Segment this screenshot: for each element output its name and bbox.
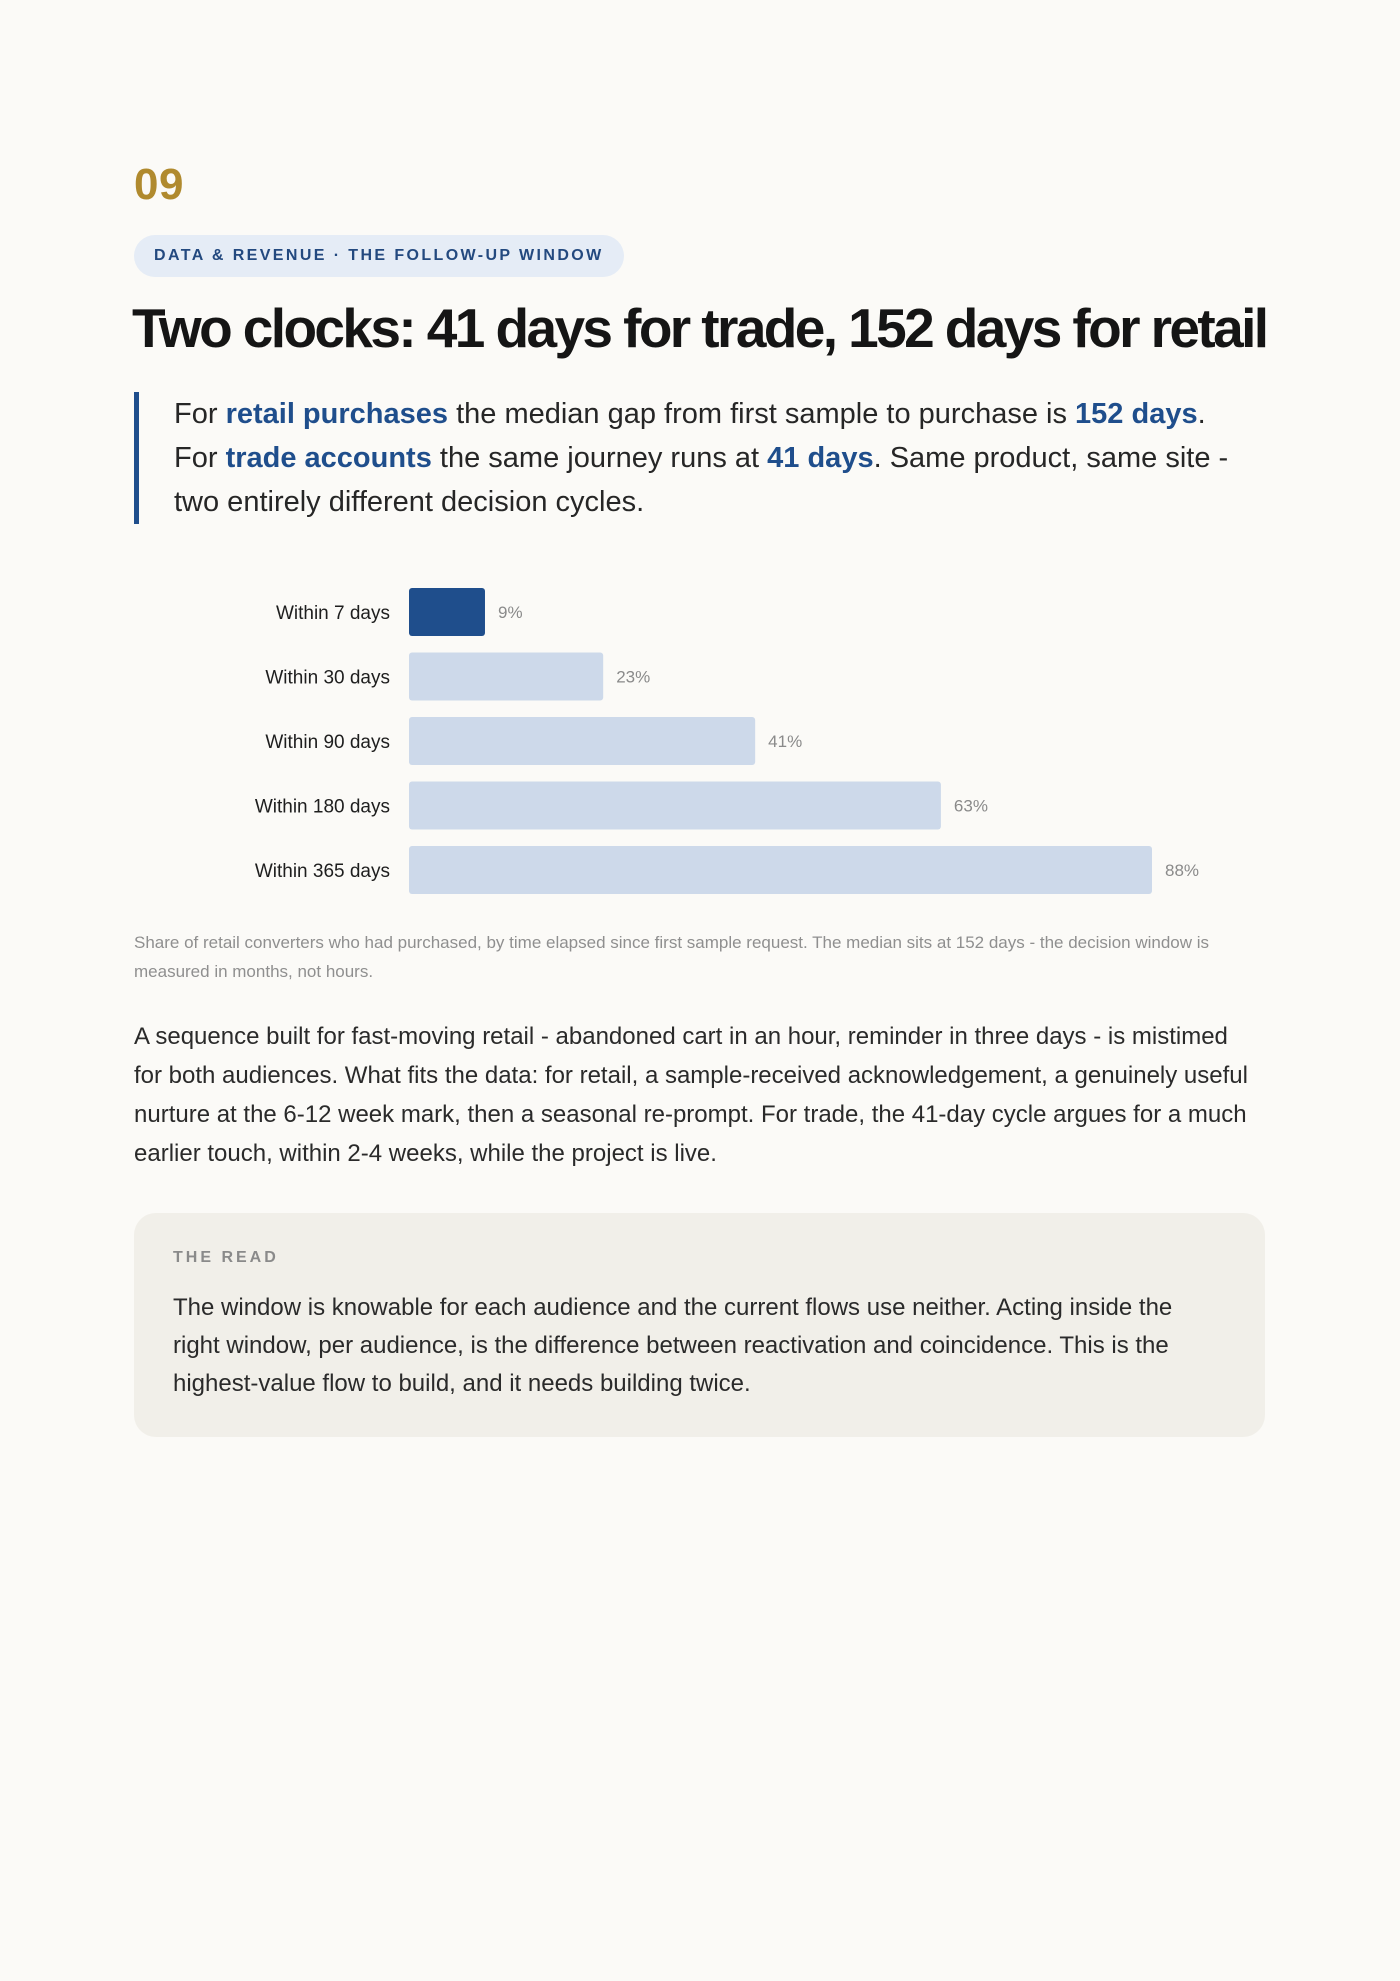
the-read-text: The window is knowable for each audience… — [173, 1294, 1173, 1397]
bar-within-365-days — [409, 846, 1152, 894]
chart-caption: Share of retail converters who had purch… — [134, 933, 1210, 981]
bar-label-within-30-days: Within 30 days — [265, 668, 390, 689]
bar-value-within-90-days: 41% — [768, 732, 802, 751]
pull-quote-segment: For — [174, 398, 226, 430]
pull-quote-segment: the same journey runs at — [431, 442, 768, 474]
bar-label-within-90-days: Within 90 days — [265, 732, 390, 753]
bar-value-within-365-days: 88% — [1165, 861, 1199, 880]
page-title: Two clocks: 41 days for trade, 152 days … — [132, 297, 1269, 359]
eyebrow-badge: DATA & REVENUE · THE FOLLOW-UP WINDOW — [134, 235, 624, 277]
the-read-label: THE READ — [173, 1249, 279, 1266]
pull-quote-highlight-retail: retail purchases — [225, 398, 449, 430]
pull-quote-highlight-trade: trade accounts — [225, 442, 432, 474]
bar-value-within-30-days: 23% — [616, 668, 650, 687]
pull-quote-text: For retail purchases the median gap from… — [174, 392, 1254, 524]
bar-chart-svg: Within 7 days 9% Within 30 days 23% Within 9… — [255, 588, 1199, 894]
pull-quote: For retail purchases the median gap from… — [134, 392, 1254, 524]
the-read-callout: THE READ The window is knowable for each… — [134, 1213, 1265, 1437]
section-number: 09 — [134, 160, 184, 209]
bar-label-within-7-days: Within 7 days — [276, 603, 390, 624]
pull-quote-segment: . Same product, same site - two entirely… — [174, 442, 1229, 518]
body-paragraph: A sequence built for fast-moving retail … — [134, 1023, 1248, 1167]
bar-within-90-days — [409, 717, 756, 765]
bar-label-within-180-days: Within 180 days — [255, 797, 390, 818]
eyebrow-label: DATA & REVENUE · THE FOLLOW-UP WINDOW — [154, 247, 604, 264]
bar-value-within-180-days: 63% — [954, 797, 988, 816]
bar-chart: Within 7 days 9% Within 30 days 23% Within 9… — [134, 580, 1264, 900]
bar-label-within-365-days: Within 365 days — [255, 861, 390, 882]
bar-within-30-days — [409, 652, 604, 701]
bar-within-180-days — [409, 781, 941, 830]
pull-quote-segment: . For — [174, 398, 1206, 474]
pull-quote-highlight-41-days: 41 days — [767, 442, 874, 474]
bar-within-7-days — [409, 588, 485, 636]
pull-quote-segment: the median gap from first sample to purc… — [448, 398, 1076, 430]
bar-value-within-7-days: 9% — [498, 603, 523, 622]
pull-quote-highlight-152-days: 152 days — [1075, 398, 1198, 430]
